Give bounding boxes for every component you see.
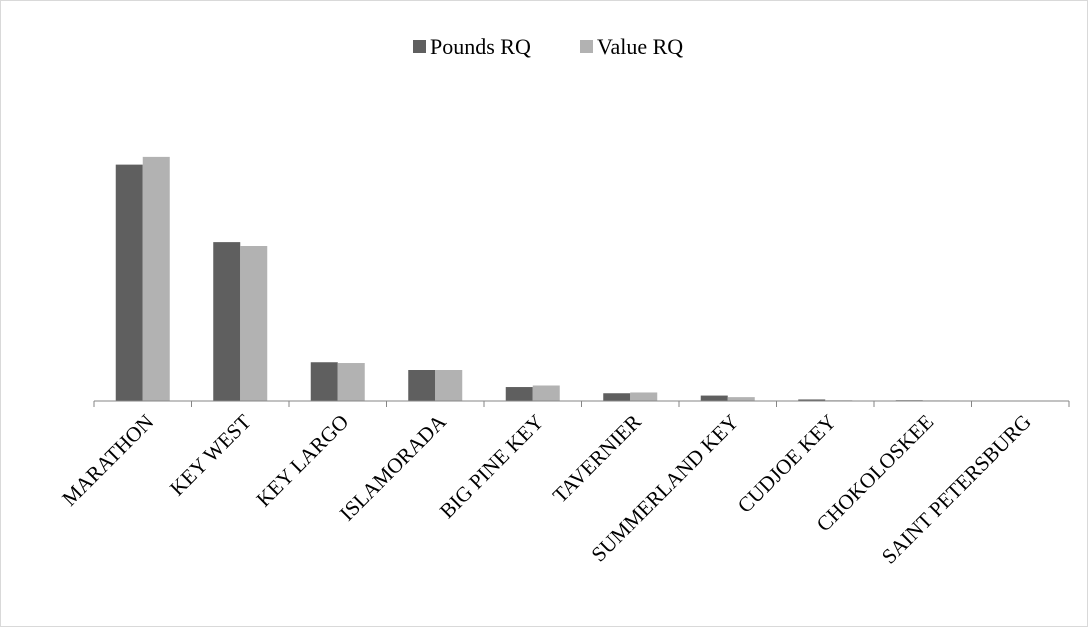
bar-value-1 bbox=[240, 246, 268, 401]
legend: Pounds RQ Value RQ bbox=[413, 34, 683, 59]
x-axis bbox=[93, 400, 1070, 407]
bar-pounds-0 bbox=[115, 164, 143, 401]
bar-pounds-1 bbox=[213, 242, 241, 401]
bar-value-3 bbox=[435, 370, 463, 401]
legend-swatch-pounds bbox=[413, 40, 426, 53]
legend-label-pounds: Pounds RQ bbox=[430, 34, 531, 59]
legend-swatch-value bbox=[580, 40, 593, 53]
bar-pounds-4 bbox=[505, 387, 533, 401]
bar-value-0 bbox=[142, 156, 170, 401]
bar-pounds-3 bbox=[408, 370, 436, 401]
x-tick-label: KEY WEST bbox=[165, 409, 256, 500]
bar-pounds-2 bbox=[310, 362, 338, 401]
bar-value-5 bbox=[630, 392, 658, 401]
bars bbox=[115, 156, 950, 401]
bar-value-6 bbox=[727, 397, 755, 401]
bar-value-2 bbox=[337, 363, 365, 401]
bar-value-4 bbox=[532, 385, 560, 401]
bar-pounds-6 bbox=[700, 395, 728, 401]
bar-pounds-7 bbox=[798, 399, 826, 401]
x-tick-label: CUDJOE KEY bbox=[733, 410, 841, 518]
bar-pounds-5 bbox=[603, 393, 631, 401]
x-tick-label: MARATHON bbox=[57, 410, 158, 511]
x-tick-label: BIG PINE KEY bbox=[435, 410, 548, 523]
x-tick-label: KEY LARGO bbox=[251, 410, 353, 512]
legend-label-value: Value RQ bbox=[597, 34, 683, 59]
x-tick-label: TAVERNIER bbox=[548, 410, 646, 508]
